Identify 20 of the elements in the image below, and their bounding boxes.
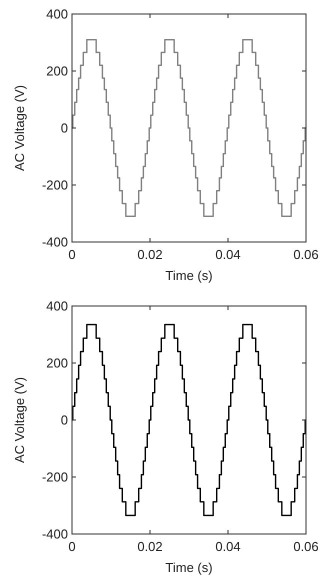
x-axis-title: Time (s) [165, 560, 213, 575]
x-tick-label: 0.02 [137, 539, 163, 554]
x-axis-title: Time (s) [165, 268, 213, 283]
y-tick-label: -200 [42, 178, 68, 192]
x-tick-label: 0.04 [215, 247, 241, 262]
y-axis-title: AC Voltage (V) [12, 85, 27, 171]
y-tick-label: -400 [42, 526, 68, 542]
y-tick-label: 400 [46, 6, 68, 22]
x-tick-label: 0.04 [215, 539, 241, 554]
y-tick-label: 400 [46, 298, 68, 314]
y-tick-label: 0 [60, 120, 68, 136]
y-tick-label: -400 [42, 234, 68, 250]
y-axis-title: AC Voltage (V) [12, 377, 27, 463]
x-tick-label: 0.06 [293, 539, 319, 554]
y-tick-label: -200 [42, 470, 68, 484]
x-tick-label: 0.06 [293, 247, 319, 262]
y-tick-label: 200 [46, 356, 68, 370]
y-tick-label: 0 [60, 412, 68, 428]
y-tick-label: 200 [46, 64, 68, 78]
x-tick-label: 0.02 [137, 247, 163, 262]
